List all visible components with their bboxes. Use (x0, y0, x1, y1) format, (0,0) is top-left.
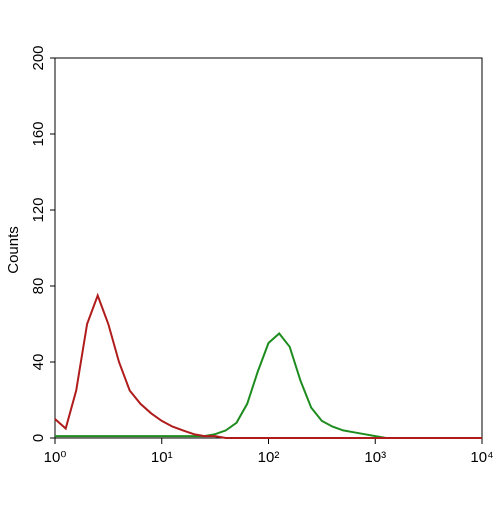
x-tick-label: 10⁰ (44, 449, 67, 466)
y-tick-label: 40 (30, 354, 47, 371)
y-tick-label: 0 (30, 434, 47, 442)
series-line (54, 292, 482, 439)
y-tick-label: 80 (30, 278, 47, 295)
series-line (55, 332, 482, 439)
x-tick-label: 10¹ (151, 449, 173, 466)
y-tick-label: 120 (30, 197, 47, 222)
y-axis-label: Counts (5, 226, 22, 274)
y-tick-label: 160 (30, 121, 47, 146)
plot-frame (54, 57, 483, 439)
x-tick-label: 10⁴ (470, 449, 493, 466)
y-tick-label: 200 (30, 45, 47, 70)
x-tick-label: 10³ (364, 449, 386, 466)
x-tick-label: 10² (258, 449, 280, 466)
